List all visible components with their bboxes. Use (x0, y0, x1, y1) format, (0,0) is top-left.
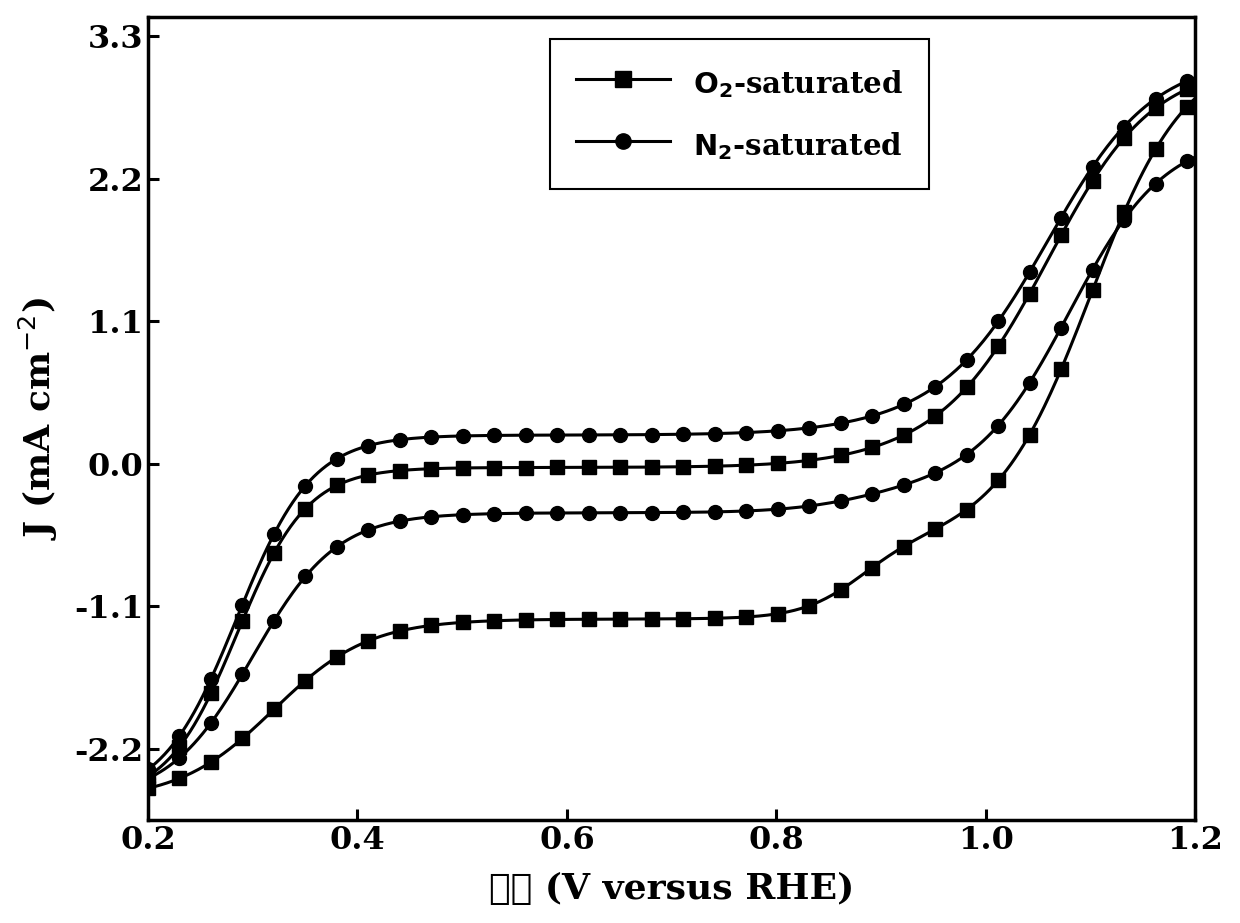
X-axis label: 电位 (V versus RHE): 电位 (V versus RHE) (489, 872, 854, 906)
Y-axis label: J (mA cm$^{-2}$): J (mA cm$^{-2}$) (16, 297, 60, 540)
Legend: $\bf{O_2}$-saturated, $\bf{N_2}$-saturated: $\bf{O_2}$-saturated, $\bf{N_2}$-saturat… (551, 40, 929, 189)
